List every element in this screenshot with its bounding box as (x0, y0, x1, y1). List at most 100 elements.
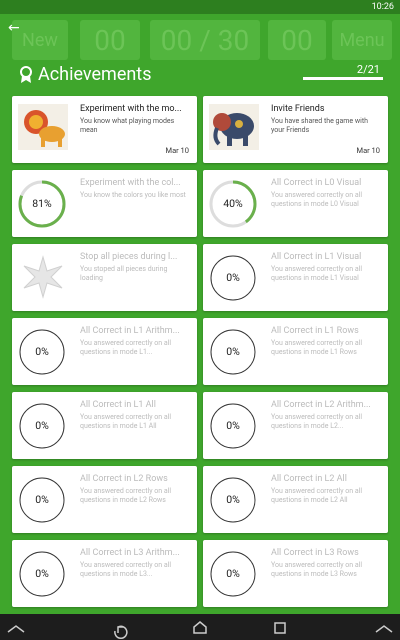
achievement-description: You answered correctly on all questions … (80, 561, 172, 578)
progress-track (19, 477, 65, 523)
progress-circle: 0% (18, 476, 66, 524)
progress-track (210, 329, 256, 375)
achievement-card[interactable]: 0% All Correct in L1 All You answered corr… (12, 392, 197, 459)
progress-circle: 0% (209, 328, 257, 376)
progress-ring (19, 477, 65, 523)
progress-arc (18, 180, 66, 228)
progress-circle: 0% (18, 550, 66, 598)
achievement-title: All Correct in L2 Rows (80, 474, 168, 484)
achievement-title: All Correct in L1 Rows (271, 326, 359, 336)
score-right: 00 (268, 20, 326, 60)
achievement-card[interactable]: Stop all pieces during l... You stoped al… (12, 244, 197, 311)
progress-circle: 0% (18, 402, 66, 450)
progress-ring (210, 403, 256, 449)
progress-label: 0% (35, 493, 49, 506)
achievement-description: You know the colors you like most (80, 191, 186, 199)
achievement-title: Invite Friends (271, 104, 325, 114)
menu-button[interactable]: Menu (332, 20, 392, 60)
achievement-card[interactable]: Experiment with the mo... You know what p… (12, 96, 197, 163)
achievement-description: You answered correctly on all questions … (271, 265, 363, 282)
progress-circle: 0% (209, 476, 257, 524)
achievement-card[interactable]: 0% All Correct in L1 Rows You answered cor… (203, 318, 388, 385)
progress-label: 0% (226, 567, 240, 580)
achievement-card[interactable]: 0% All Correct in L2 Arithm... You answere… (203, 392, 388, 459)
achievement-title: All Correct in L1 All (80, 400, 156, 410)
achievement-card[interactable]: Invite Friends You have shared the game w… (203, 96, 388, 163)
achievement-card[interactable]: 0% All Correct in L1 Arithm... You answere… (12, 318, 197, 385)
achievement-title: All Correct in L1 Visual (271, 252, 362, 262)
progress-bar (303, 77, 383, 80)
achievement-count: 2/21 (356, 63, 380, 76)
progress-ring (19, 403, 65, 449)
progress-circle: 0% (209, 550, 257, 598)
progress-track (19, 403, 65, 449)
counter: 00 / 30 (150, 20, 260, 60)
achievement-icon (18, 104, 68, 150)
progress-ring (18, 180, 66, 228)
progress-label: 0% (226, 419, 240, 432)
progress-track (210, 477, 256, 523)
score-left: 00 (80, 20, 140, 60)
achievement-icon (18, 254, 68, 300)
achievement-title: Experiment with the col... (80, 178, 181, 188)
progress-track (19, 329, 65, 375)
progress-circle: 0% (209, 254, 257, 302)
achievement-title: Stop all pieces during l... (80, 252, 178, 262)
achievement-card[interactable]: 0% All Correct in L3 Arithm... You answere… (12, 540, 197, 607)
achievement-date: Mar 10 (356, 146, 380, 155)
progress-ring (19, 329, 65, 375)
page-title: Achievements (38, 64, 152, 85)
achievement-description: You answered correctly on all questions … (80, 339, 172, 356)
progress-ring (210, 551, 256, 597)
achievement-description: You have shared the game with your Frien… (271, 117, 368, 134)
progress-ring (210, 329, 256, 375)
achievement-title: All Correct in L0 Visual (271, 178, 362, 188)
progress-arc (209, 180, 257, 228)
achievement-description: You answered correctly on all questions … (80, 487, 172, 504)
achievement-card[interactable]: 0% All Correct in L2 All You answered corr… (203, 466, 388, 533)
achievement-title: All Correct in L2 All (271, 474, 347, 484)
status-bar: 10:26 (0, 0, 400, 14)
progress-label: 40% (223, 197, 243, 210)
progress-label: 0% (226, 493, 240, 506)
achievement-card[interactable]: 0% All Correct in L2 Rows You answered cor… (12, 466, 197, 533)
achievement-card[interactable]: 0% All Correct in L1 Visual You answered c… (203, 244, 388, 311)
achievement-date: Mar 10 (165, 146, 189, 155)
progress-track (210, 255, 256, 301)
progress-circle: 0% (18, 328, 66, 376)
progress-label: 0% (35, 419, 49, 432)
progress-label: 0% (226, 271, 240, 284)
progress-label: 81% (32, 197, 52, 210)
progress-ring (210, 477, 256, 523)
achievement-title: All Correct in L3 Arithm... (80, 548, 180, 558)
achievement-title: Experiment with the mo... (80, 104, 182, 114)
progress-track (210, 403, 256, 449)
progress-label: 0% (35, 345, 49, 358)
badge-icon (20, 66, 32, 83)
achievement-description: You answered correctly on all questions … (271, 339, 363, 356)
progress-ring (210, 255, 256, 301)
achievement-card[interactable]: 0% All Correct in L3 Rows You answered cor… (203, 540, 388, 607)
progress-circle: 0% (209, 402, 257, 450)
achievement-card[interactable]: 40% All Correct in L0 Visual You answered … (203, 170, 388, 237)
achievement-description: You answered correctly on all questions … (271, 561, 363, 578)
achievement-icon (209, 104, 259, 150)
achievement-description: You know what playing modes mean (80, 117, 175, 134)
achievement-card[interactable]: 81% Experiment with the col... You know th… (12, 170, 197, 237)
progress-ring (19, 551, 65, 597)
achievement-description: You answered correctly on all questions … (271, 487, 363, 504)
achievement-title: All Correct in L2 Arithm... (271, 400, 371, 410)
progress-circle: 40% (209, 180, 257, 228)
back-button[interactable]: ← (8, 20, 20, 36)
achievement-description: You answered correctly on all questions … (271, 191, 363, 208)
achievement-title: All Correct in L3 Rows (271, 548, 359, 558)
progress-track (210, 551, 256, 597)
new-button[interactable]: New (12, 20, 68, 60)
progress-circle: 81% (18, 180, 66, 228)
nav-bar (0, 614, 400, 640)
clock: 10:26 (371, 2, 394, 12)
achievement-description: You stoped all pieces during loading (80, 265, 168, 282)
achievement-description: You answered correctly on all questions … (271, 413, 363, 430)
progress-ring (209, 180, 257, 228)
